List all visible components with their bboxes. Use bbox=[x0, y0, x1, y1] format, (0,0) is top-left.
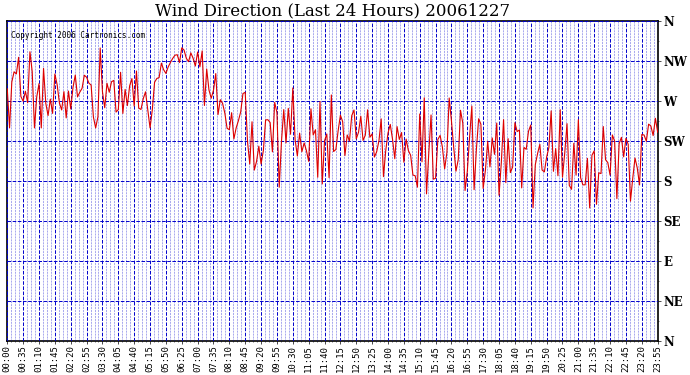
Title: Wind Direction (Last 24 Hours) 20061227: Wind Direction (Last 24 Hours) 20061227 bbox=[155, 3, 510, 20]
Text: Copyright 2006 Cartronics.com: Copyright 2006 Cartronics.com bbox=[10, 31, 145, 40]
